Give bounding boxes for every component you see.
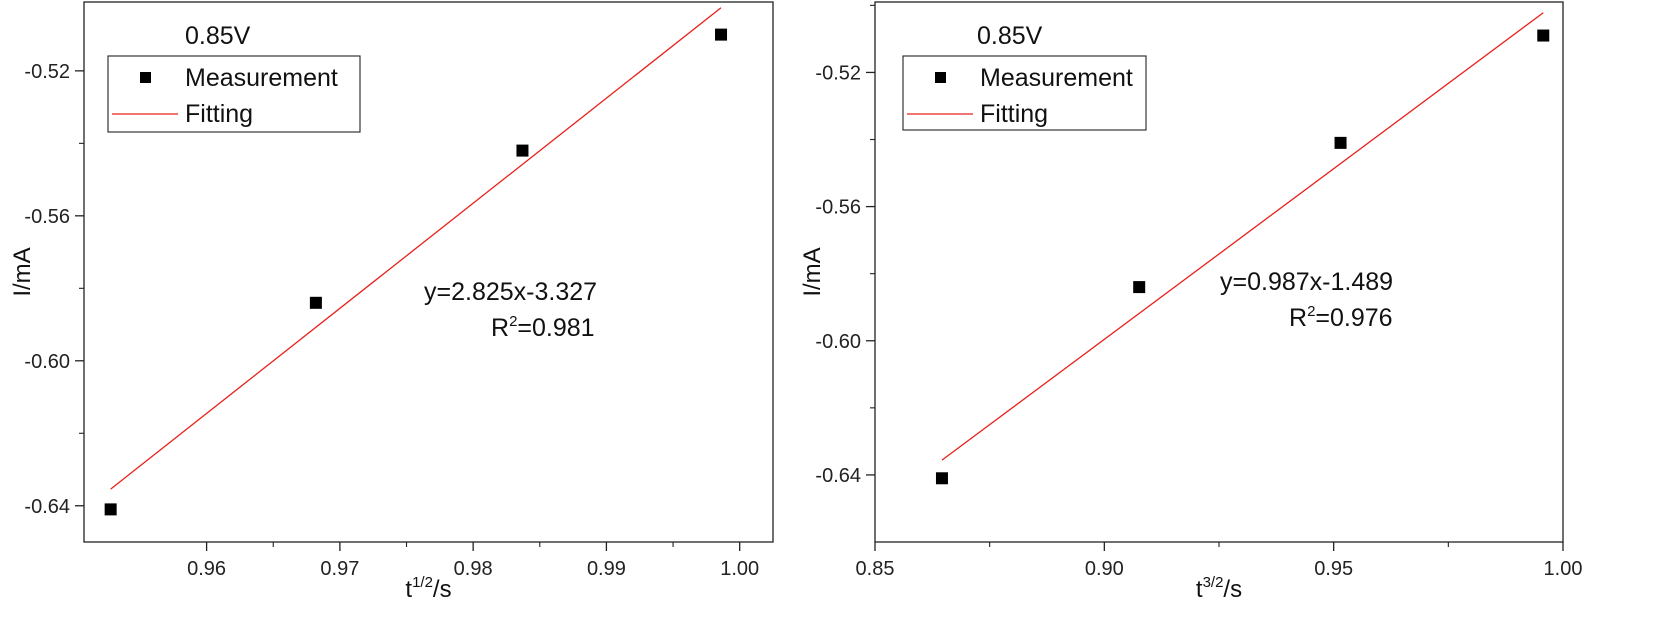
y-tick-label: -0.52: [815, 62, 861, 84]
legend: Measurement Fitting: [107, 55, 361, 133]
legend: Measurement Fitting: [902, 55, 1147, 131]
fit-r-squared-value: =0.981: [517, 314, 594, 342]
fit-r-squared: R2=0.976: [1289, 303, 1393, 332]
x-tick-label: 0.85: [856, 558, 895, 580]
y-tick-label: -0.60: [815, 331, 861, 353]
legend-measurement-marker: [935, 72, 946, 83]
measurement-point: [104, 503, 117, 516]
measurement-point: [1334, 136, 1347, 149]
x-axis-title-base: t: [1196, 576, 1203, 603]
fit-equation: y=2.825x-3.327: [424, 278, 597, 306]
plot-frame: [83, 1, 774, 543]
legend-box: [902, 55, 1147, 131]
x-tick-label: 0.95: [1314, 558, 1353, 580]
measurement-point: [309, 296, 322, 309]
y-tick-label: -0.64: [815, 465, 861, 487]
measurement-point: [715, 28, 728, 41]
legend-measurement-marker: [140, 72, 151, 83]
measurement-point: [935, 472, 948, 485]
fit-equation: y=0.987x-1.489: [1220, 268, 1393, 296]
x-tick-label: 0.98: [454, 558, 493, 580]
y-tick-label: -0.56: [24, 206, 70, 228]
x-tick-label: 0.97: [320, 558, 359, 580]
fit-r-squared-sup: 2: [1307, 303, 1315, 320]
x-tick-label: 0.96: [187, 558, 226, 580]
fit-r-squared-base: R: [1289, 304, 1307, 332]
y-axis-title: I/mA: [799, 247, 826, 296]
fit-r-squared-value: =0.976: [1315, 304, 1392, 332]
x-tick-label: 1.00: [720, 558, 759, 580]
y-tick-label: -0.60: [24, 351, 70, 373]
fit-r-squared: R2=0.981: [491, 313, 595, 342]
chart-1: 0.96 0.97 0.98 0.99 1.00 -0.52 -0.56 -0.60 -0.64…: [9, 1, 774, 603]
measurement-point: [1133, 281, 1146, 294]
x-axis-title-base: t: [405, 576, 412, 603]
x-axis-title: t3/2/s: [1196, 574, 1242, 603]
legend-fitting-label: Fitting: [185, 100, 253, 128]
voltage-label: 0.85V: [185, 22, 251, 50]
fitting-line: [941, 12, 1544, 461]
voltage-label: 0.85V: [977, 22, 1043, 50]
fit-r-squared-sup: 2: [509, 313, 517, 330]
chart-2: 0.85 0.90 0.95 1.00 -0.52 -0.56 -0.60 -0.64 t3/2…: [799, 1, 1583, 603]
legend-measurement-label: Measurement: [980, 64, 1133, 92]
x-tick-label: 0.90: [1085, 558, 1124, 580]
x-axis-title-unit: /s: [433, 576, 452, 603]
x-tick-label: 1.00: [1544, 558, 1583, 580]
measurement-point: [1537, 29, 1550, 42]
y-tick-label: -0.52: [24, 61, 70, 83]
x-axis-title-sup: 3/2: [1203, 574, 1224, 591]
x-axis-title: t1/2/s: [405, 574, 451, 603]
y-tick-label: -0.56: [815, 197, 861, 219]
fitting-line: [110, 7, 722, 490]
legend-measurement-label: Measurement: [185, 64, 338, 92]
y-axis-title: I/mA: [9, 247, 36, 296]
legend-fitting-label: Fitting: [980, 100, 1048, 128]
fit-r-squared-base: R: [491, 314, 509, 342]
legend-box: [107, 55, 361, 133]
x-tick-label: 0.99: [587, 558, 626, 580]
x-axis-title-unit: /s: [1223, 576, 1242, 603]
x-axis-title-sup: 1/2: [412, 574, 433, 591]
measurement-point: [516, 144, 529, 157]
y-tick-label: -0.64: [24, 496, 70, 518]
